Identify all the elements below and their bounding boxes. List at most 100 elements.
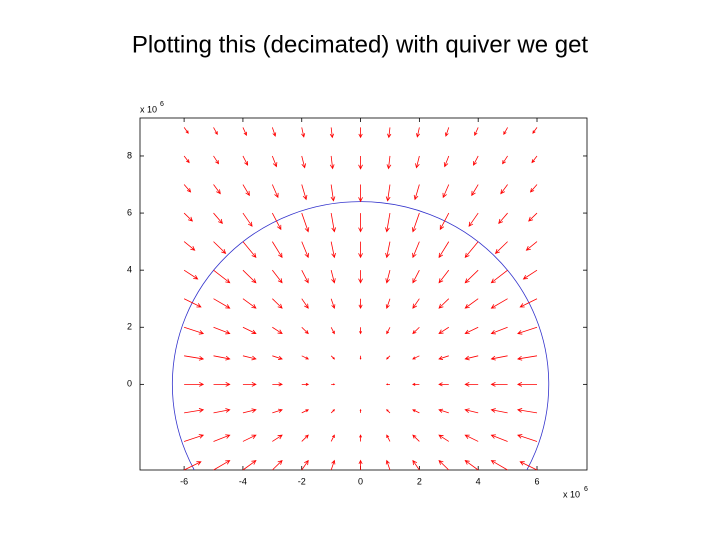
arrow <box>385 298 391 309</box>
arrow <box>242 355 257 361</box>
arrow <box>183 326 205 335</box>
arrow <box>359 434 363 442</box>
arrow <box>529 184 538 193</box>
plot-frame <box>139 117 588 471</box>
arrow <box>330 298 336 309</box>
arrow <box>444 127 450 137</box>
arrow <box>183 461 202 471</box>
y-scale-exponent: 6 <box>160 101 164 108</box>
arrow <box>183 155 190 164</box>
arrow <box>272 408 283 414</box>
arrow <box>242 241 257 259</box>
arrow <box>412 434 420 442</box>
arrow <box>301 382 310 386</box>
arrow <box>183 434 205 442</box>
arrow <box>490 460 508 471</box>
arrow <box>358 459 363 470</box>
arrow <box>490 381 508 387</box>
arrow <box>385 212 391 233</box>
arrow <box>412 382 420 386</box>
arrow <box>358 298 363 310</box>
arrow <box>498 212 508 225</box>
x-tick-label: -4 <box>239 476 247 486</box>
arrow <box>301 298 309 309</box>
arrow <box>301 212 310 233</box>
arrow <box>385 270 391 284</box>
arrow <box>272 298 283 309</box>
arrow <box>301 355 310 360</box>
arrow <box>531 155 538 164</box>
arrow <box>183 212 193 222</box>
arrow <box>412 326 420 335</box>
arrow <box>331 383 336 386</box>
arrow <box>525 241 538 251</box>
arrow <box>438 269 450 284</box>
arrow <box>490 298 508 309</box>
arrow <box>464 460 479 471</box>
arrow <box>412 241 420 259</box>
arrow <box>272 382 283 387</box>
arrow <box>439 212 450 231</box>
arrow <box>385 184 391 202</box>
slide-title: Plotting this (decimated) with quiver we… <box>132 31 589 58</box>
x-tick-label: -2 <box>298 476 306 486</box>
arrow <box>438 326 450 335</box>
arrow <box>517 408 538 414</box>
arrow <box>532 127 538 134</box>
arrow <box>358 270 363 284</box>
arrow <box>528 212 538 222</box>
arrow <box>242 408 257 414</box>
arrow <box>386 155 392 170</box>
arrow <box>272 326 283 335</box>
arrow <box>213 460 231 471</box>
arrow <box>330 327 335 335</box>
y-tick-label: 4 <box>127 265 132 275</box>
arrow <box>468 212 479 227</box>
arrow <box>301 326 309 335</box>
arrow <box>183 269 199 280</box>
arrow <box>272 459 283 471</box>
arrow <box>242 155 249 166</box>
arrow <box>490 355 508 361</box>
arrow <box>358 241 363 259</box>
arrow <box>183 298 202 308</box>
arrow <box>490 434 508 442</box>
x-tick-label: -6 <box>180 476 188 486</box>
arrow <box>385 459 391 471</box>
arrow <box>330 212 337 233</box>
arrow <box>490 269 508 284</box>
arrow <box>519 298 538 308</box>
arrow <box>385 241 391 259</box>
arrow <box>464 298 479 309</box>
x-scale-base: x 10 <box>563 489 580 499</box>
arrow <box>213 127 218 136</box>
arrow <box>213 184 221 195</box>
arrow <box>464 408 479 414</box>
arrow <box>412 298 420 309</box>
arrow <box>411 212 420 233</box>
arrow <box>330 409 336 414</box>
arrow <box>386 434 391 442</box>
arrow <box>330 270 336 284</box>
arrow <box>242 460 257 471</box>
arrow <box>213 298 231 309</box>
arrow <box>242 326 257 334</box>
arrow <box>272 355 283 360</box>
arrow <box>242 381 257 387</box>
arrow <box>271 155 278 168</box>
arrow <box>272 269 283 284</box>
arrow <box>301 269 309 284</box>
arrow <box>213 269 231 284</box>
arrow <box>213 434 231 442</box>
arrow <box>517 434 538 442</box>
arrow <box>412 409 420 414</box>
arrow <box>184 355 205 361</box>
x-tick-label: 2 <box>417 476 422 486</box>
y-tick-label: 0 <box>127 379 132 389</box>
arrow <box>213 408 231 414</box>
arrow <box>464 269 479 284</box>
arrow <box>183 127 189 134</box>
arrow <box>464 434 479 442</box>
arrow <box>242 269 257 284</box>
